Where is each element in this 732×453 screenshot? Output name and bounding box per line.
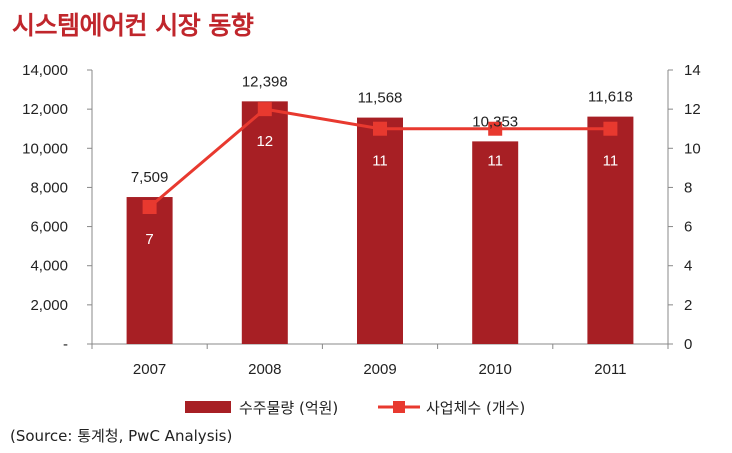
legend-label-bar: 수주물량 (억원) bbox=[239, 399, 338, 417]
y-right-tick-label: 2 bbox=[684, 297, 692, 314]
y-right-tick-label: 8 bbox=[684, 179, 692, 196]
legend-label-line: 사업체수 (개수) bbox=[426, 399, 525, 417]
bar bbox=[357, 117, 403, 344]
y-left-tick-label: 14,000 bbox=[22, 62, 68, 79]
axes: - 2,000 4,000 6,000 8,000 10,000 12,000 14,000 0… bbox=[22, 62, 701, 378]
bars bbox=[126, 101, 634, 345]
y-right-tick-label: 0 bbox=[684, 336, 692, 353]
y-left-tick-label: 4,000 bbox=[30, 258, 68, 275]
line-point bbox=[142, 200, 157, 214]
x-tick-label: 2010 bbox=[479, 361, 512, 378]
line-value-label: 7 bbox=[145, 231, 153, 248]
line-point bbox=[257, 102, 272, 117]
y-left-tick-label: 6,000 bbox=[30, 219, 68, 236]
line-value-label: 12 bbox=[256, 133, 273, 150]
y-left-tick-label: 10,000 bbox=[22, 140, 68, 157]
legend-swatch-bar bbox=[185, 401, 231, 413]
bar-value-label: 7,509 bbox=[131, 169, 169, 186]
line-value-label: 11 bbox=[487, 153, 503, 170]
bar bbox=[241, 101, 288, 345]
y-left-tick-label: - bbox=[63, 336, 68, 353]
bar bbox=[126, 197, 173, 344]
line-point bbox=[603, 121, 618, 136]
y-right-tick-label: 4 bbox=[684, 258, 692, 275]
legend-swatch-marker bbox=[393, 401, 405, 413]
bar-value-label: 11,618 bbox=[588, 89, 633, 106]
y-right-tick-label: 14 bbox=[684, 62, 701, 79]
bar bbox=[587, 116, 634, 344]
bar-value-label: 12,398 bbox=[242, 73, 288, 90]
line-point bbox=[373, 121, 387, 136]
line-series bbox=[142, 102, 618, 214]
bar-value-label: 10,353 bbox=[472, 113, 518, 130]
line-value-label: 11 bbox=[603, 153, 619, 170]
x-tick-label: 2011 bbox=[594, 361, 626, 378]
y-right-tick-label: 6 bbox=[684, 219, 692, 236]
x-tick-label: 2007 bbox=[133, 361, 166, 378]
data-labels: 7,509 12,398 11,568 10,353 11,618 7 12 11 11 11 bbox=[131, 73, 633, 248]
line-point bbox=[488, 121, 503, 136]
legend: 수주물량 (억원) 사업체수 (개수) bbox=[185, 399, 525, 417]
source-note: (Source: 통계청, PwC Analysis) bbox=[10, 427, 233, 445]
y-right-tick-label: 10 bbox=[684, 140, 701, 157]
line-value-label: 11 bbox=[372, 153, 388, 170]
y-right-tick-label: 12 bbox=[684, 101, 701, 118]
chart-title: 시스템에어컨 시장 동향 bbox=[12, 11, 254, 40]
y-left-tick-label: 8,000 bbox=[30, 179, 68, 196]
x-tick-label: 2009 bbox=[363, 361, 396, 378]
x-tick-label: 2008 bbox=[248, 361, 281, 378]
bar-value-label: 11,568 bbox=[358, 90, 403, 107]
y-left-tick-label: 2,000 bbox=[30, 297, 68, 314]
y-left-tick-label: 12,000 bbox=[22, 101, 68, 118]
bar bbox=[472, 141, 519, 344]
